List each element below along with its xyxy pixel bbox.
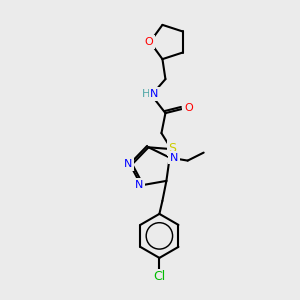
Text: N: N (150, 89, 159, 99)
Text: N: N (135, 180, 143, 190)
Text: S: S (168, 142, 176, 154)
Text: Cl: Cl (153, 270, 166, 284)
Text: O: O (184, 103, 193, 113)
Text: N: N (169, 153, 178, 163)
Text: N: N (124, 159, 132, 169)
Text: H: H (142, 89, 151, 99)
Text: O: O (145, 37, 153, 47)
